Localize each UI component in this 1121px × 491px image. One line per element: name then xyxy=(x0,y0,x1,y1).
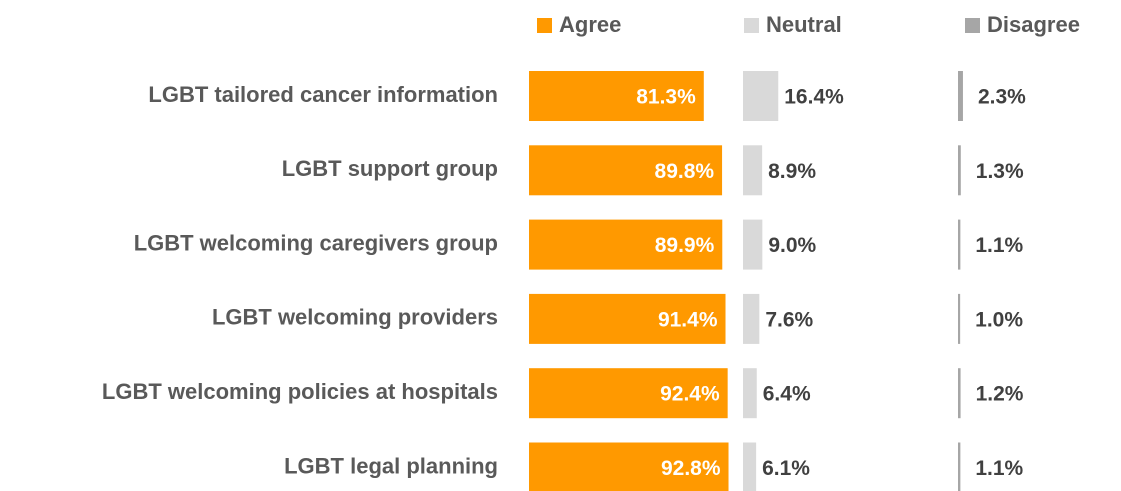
bar xyxy=(529,71,704,121)
bar xyxy=(958,219,961,270)
bar xyxy=(743,71,779,121)
bar xyxy=(529,368,728,419)
bar xyxy=(743,368,757,419)
legend-swatch xyxy=(537,18,552,33)
legend-label: Agree xyxy=(559,12,621,37)
value-label: 92.8% xyxy=(661,457,721,480)
legend-swatch xyxy=(965,18,980,33)
value-label: 89.8% xyxy=(655,160,715,183)
value-label: 8.9% xyxy=(768,160,816,183)
value-label: 16.4% xyxy=(784,86,844,109)
bar xyxy=(529,293,726,344)
value-label: 6.4% xyxy=(763,383,811,406)
bar xyxy=(743,145,763,196)
legend-label: Neutral xyxy=(766,12,842,37)
bar xyxy=(529,442,729,491)
value-label: 6.1% xyxy=(762,457,810,480)
bar xyxy=(743,293,760,344)
bar xyxy=(958,368,961,419)
value-label: 1.1% xyxy=(975,457,1023,480)
value-label: 89.9% xyxy=(655,234,715,257)
bar xyxy=(743,442,757,491)
legend-swatch xyxy=(744,18,759,33)
value-label: 1.1% xyxy=(975,234,1023,257)
value-label: 9.0% xyxy=(768,234,816,257)
value-label: 91.4% xyxy=(658,308,718,331)
bar xyxy=(529,219,723,270)
value-label: 1.0% xyxy=(975,308,1023,331)
bar xyxy=(529,145,723,196)
bar xyxy=(958,442,961,491)
category-label: LGBT welcoming caregivers group xyxy=(134,230,498,255)
category-label: LGBT welcoming policies at hospitals xyxy=(102,379,498,404)
category-label: LGBT legal planning xyxy=(284,453,498,478)
value-label: 1.3% xyxy=(976,160,1024,183)
value-label: 7.6% xyxy=(765,308,813,331)
value-label: 2.3% xyxy=(978,86,1026,109)
value-label: 92.4% xyxy=(660,383,720,406)
category-label: LGBT welcoming providers xyxy=(212,305,498,330)
category-label: LGBT support group xyxy=(282,156,498,181)
bar xyxy=(958,145,961,196)
category-label: LGBT tailored cancer information xyxy=(148,82,498,107)
legend-label: Disagree xyxy=(987,12,1080,37)
value-label: 1.2% xyxy=(976,383,1024,406)
value-label: 81.3% xyxy=(636,86,696,109)
bar xyxy=(958,71,963,121)
bar xyxy=(743,219,763,270)
bar xyxy=(958,293,961,344)
